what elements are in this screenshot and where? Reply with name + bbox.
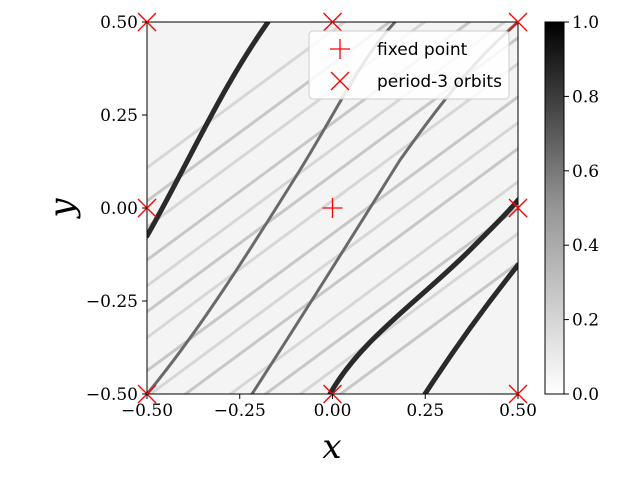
legend-box — [308, 30, 510, 100]
heatmap-dark-band — [327, 197, 518, 394]
y-tick-label: 0.00 — [100, 199, 138, 219]
colorbar-tick-label: 0.8 — [572, 87, 599, 107]
period-3-orbit-marker — [508, 198, 528, 218]
x-tick-label: −0.25 — [214, 401, 266, 421]
legend-label-fixed-point: fixed point — [377, 40, 468, 60]
colorbar-gradient — [544, 21, 565, 395]
orbit-markers — [137, 12, 528, 404]
heatmap-faint-band — [148, 120, 518, 394]
colorbar: 0.0 0.2 0.4 0.6 0.8 1.0 — [544, 13, 599, 405]
x-axis: −0.50 −0.25 0.00 0.25 0.50 — [121, 394, 537, 421]
heatmap-dark-band — [422, 262, 518, 394]
y-axis-label: y — [42, 198, 82, 220]
x-axis-label: x — [322, 427, 341, 467]
y-tick-label: 0.25 — [100, 106, 138, 126]
x-tick-label: 0.00 — [314, 401, 352, 421]
colorbar-ticks: 0.0 0.2 0.4 0.6 0.8 1.0 — [564, 13, 599, 405]
y-tick-label: −0.25 — [86, 292, 138, 312]
x-tick-label: 0.25 — [406, 401, 444, 421]
y-tick-label: 0.50 — [100, 13, 138, 33]
colorbar-tick-label: 1.0 — [572, 13, 599, 33]
heatmap-faint-band — [228, 179, 518, 394]
heatmap-dark-band — [147, 22, 271, 239]
heatmap-faint-band — [338, 261, 518, 394]
y-axis: −0.50 −0.25 0.00 0.25 0.50 — [86, 13, 147, 405]
x-tick-label: 0.50 — [499, 401, 537, 421]
legend-label-period-3-orbits: period-3 orbits — [377, 72, 502, 92]
period-3-orbit-marker — [323, 12, 342, 32]
colorbar-tick-label: 0.0 — [572, 385, 599, 405]
colorbar-tick-label: 0.6 — [572, 162, 599, 182]
y-tick-label: −0.50 — [86, 385, 138, 405]
colorbar-tick-label: 0.4 — [572, 236, 599, 256]
x-tick-label: −0.50 — [121, 401, 173, 421]
heatmap-faint-band — [147, 22, 347, 170]
period-3-orbit-marker — [508, 12, 528, 32]
colorbar-tick-label: 0.2 — [572, 311, 599, 331]
legend-x-marker — [330, 71, 350, 91]
heatmap-faint-band — [183, 146, 518, 394]
legend-plus-marker — [330, 39, 350, 59]
fixed-point-marker — [322, 198, 343, 218]
legend: fixed point period-3 orbits — [308, 30, 510, 100]
